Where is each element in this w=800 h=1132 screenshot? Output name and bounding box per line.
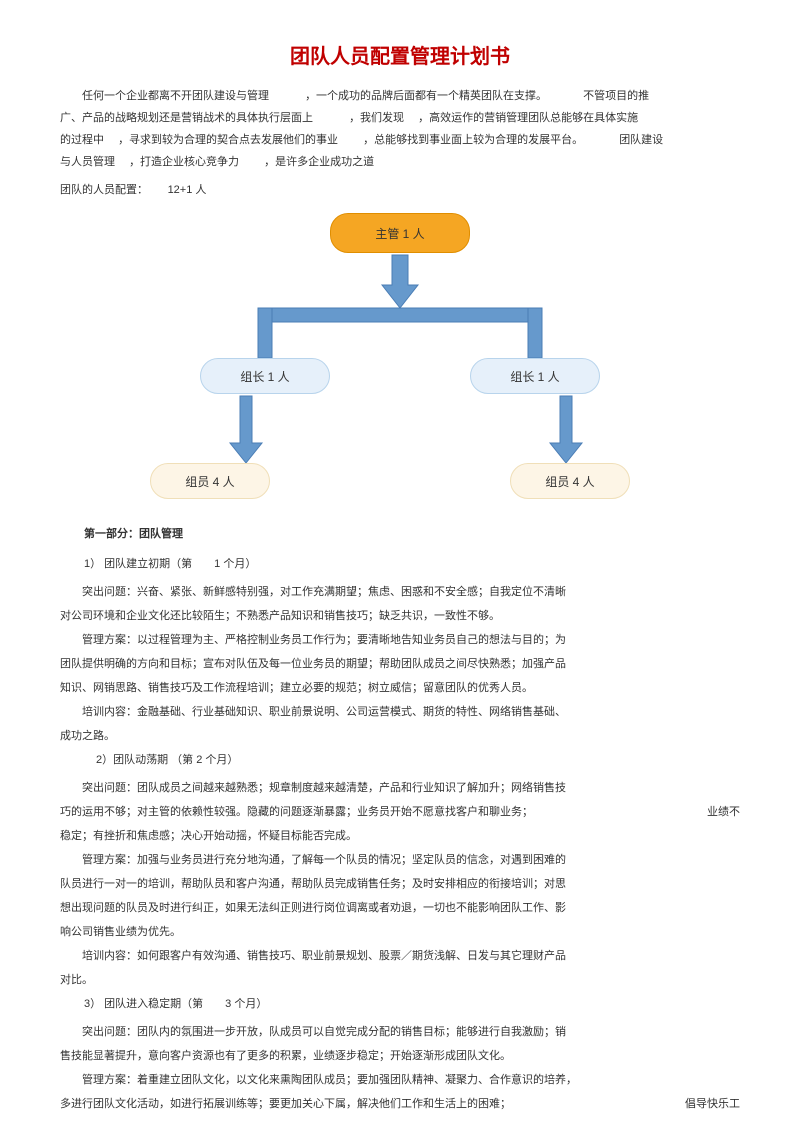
intro-text: ，高效运作的营销管理团队总能够在具体实施	[418, 112, 638, 124]
intro-text: ，总能够找到事业面上较为合理的发展平台。	[363, 134, 583, 146]
phase-2-p2: 管理方案：加强与业务员进行充分地沟通，了解每一个队员的情况；坚定队员的信念，对遇…	[60, 849, 740, 871]
phase-2-p1b: 巧的运用不够；对主管的依赖性较强。隐藏的问题逐渐暴露；业务员开始不愿意找客户和聊…	[60, 801, 740, 823]
phase-3-p2b-text: 多进行团队文化活动，如进行拓展训练等；要更加关心下属，解决他们工作和生活上的困难…	[60, 1098, 511, 1110]
phase-3-p2: 管理方案：着重建立团队文化，以文化来熏陶团队成员；要加强团队精神、凝聚力、合作意…	[60, 1069, 740, 1091]
node-member-left: 组员 4 人	[150, 463, 270, 499]
config-label: 团队的人员配置：	[60, 184, 148, 196]
phase-2-heading: 2）团队动荡期 （第 2 个月）	[96, 749, 740, 771]
phase-2-p1: 突出问题：团队成员之间越来越熟悉；规章制度越来越清楚，产品和行业知识了解加升；网…	[60, 777, 740, 799]
intro-text: 团队建设	[619, 134, 663, 146]
phase-1-p3: 培训内容：金融基础、行业基础知识、职业前景说明、公司运营模式、期货的特性、网络销…	[60, 701, 740, 723]
phase-3-p1b: 售技能显著提升，意向客户资源也有了更多的积累，业绩逐步稳定；开始逐渐形成团队文化…	[60, 1045, 740, 1067]
phase-2-p1b-text: 巧的运用不够；对主管的依赖性较强。隐藏的问题逐渐暴露；业务员开始不愿意找客户和聊…	[60, 806, 533, 818]
phase-3-p2r-text: 倡导快乐工	[685, 1093, 740, 1115]
phase-2-p3: 培训内容：如何跟客户有效沟通、销售技巧、职业前景规划、股票／期货浅解、日发与其它…	[60, 945, 740, 967]
phase-1-p1b: 对公司环境和企业文化还比较陌生；不熟悉产品知识和销售技巧；缺乏共识，一致性不够。	[60, 605, 740, 627]
intro-text: ，是许多企业成功之道	[264, 156, 374, 168]
intro-text: 与人员管理	[60, 156, 115, 168]
org-chart: 主管 1 人 组长 1 人 组长 1 人 组员 4 人 组员 4 人	[140, 213, 660, 503]
phase-2-p2b: 队员进行一对一的培训，帮助队员和客户沟通，帮助队员完成销售任务；及时安排相应的衔…	[60, 873, 740, 895]
node-supervisor: 主管 1 人	[330, 213, 470, 253]
phase-2-p2d: 响公司销售业绩为优先。	[60, 921, 740, 943]
node-leader-left: 组长 1 人	[200, 358, 330, 394]
phase-2-p2c: 想出现问题的队员及时进行纠正，如果无法纠正则进行岗位调离或者劝退，一切也不能影响…	[60, 897, 740, 919]
intro-text: 的过程中	[60, 134, 104, 146]
phase-3-heading: 3） 团队进入稳定期（第 3 个月）	[84, 993, 740, 1015]
intro-text: 任何一个企业都离不开团队建设与管理	[82, 90, 269, 102]
intro-text: ，打造企业核心竞争力	[129, 156, 239, 168]
phase-1-p2c: 知识、网销思路、销售技巧及工作流程培训；建立必要的规范；树立威信；留意团队的优秀…	[60, 677, 740, 699]
intro-text: ，我们发现	[349, 112, 404, 124]
node-leader-right: 组长 1 人	[470, 358, 600, 394]
section-1-heading: 第一部分：团队管理	[84, 523, 740, 545]
phase-1-heading: 1） 团队建立初期（第 1 个月）	[84, 553, 740, 575]
doc-title: 团队人员配置管理计划书	[60, 40, 740, 69]
phase-3-p2b: 多进行团队文化活动，如进行拓展训练等；要更加关心下属，解决他们工作和生活上的困难…	[60, 1093, 740, 1115]
phase-2-p3b: 对比。	[60, 969, 740, 991]
phase-1-p2b: 团队提供明确的方向和目标；宣布对队伍及每一位业务员的期望；帮助团队成员之间尽快熟…	[60, 653, 740, 675]
phase-1-p1: 突出问题：兴奋、紧张、新鲜感特别强，对工作充满期望；焦虑、困惑和不安全感；自我定…	[60, 581, 740, 603]
intro-text: 广、产品的战略规划还是营销战术的具体执行层面上	[60, 112, 313, 124]
intro-paragraph: 任何一个企业都离不开团队建设与管理 ，一个成功的品牌后面都有一个精英团队在支撑。…	[60, 85, 740, 173]
phase-1-p2: 管理方案：以过程管理为主、严格控制业务员工作行为；要清晰地告知业务员自己的想法与…	[60, 629, 740, 651]
node-member-right: 组员 4 人	[510, 463, 630, 499]
intro-text: 不管项目的推	[583, 90, 649, 102]
phase-1-p3b: 成功之路。	[60, 725, 740, 747]
phase-2-p1c: 稳定；有挫折和焦虑感；决心开始动摇，怀疑目标能否完成。	[60, 825, 740, 847]
config-value: 12+1 人	[168, 184, 207, 196]
phase-2-p1r-text: 业绩不	[707, 801, 740, 823]
intro-text: ，寻求到较为合理的契合点去发展他们的事业	[118, 134, 338, 146]
config-line: 团队的人员配置： 12+1 人	[60, 179, 740, 201]
intro-text: ，一个成功的品牌后面都有一个精英团队在支撑。	[305, 90, 547, 102]
phase-3-p1: 突出问题：团队内的氛围进一步开放，队成员可以自觉完成分配的销售目标；能够进行自我…	[60, 1021, 740, 1043]
